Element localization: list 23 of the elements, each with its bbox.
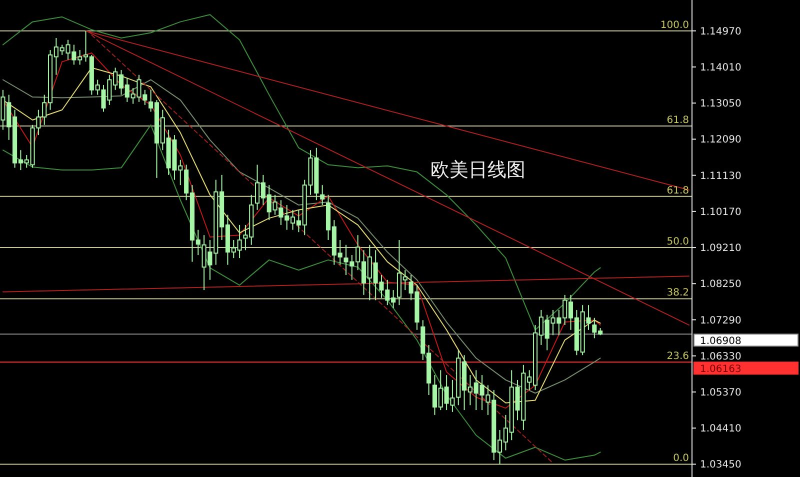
annotation: 50.0 (666, 236, 689, 248)
ref-line-label: 1.06908 (700, 336, 742, 348)
y-tick-label: 1.07290 (700, 315, 742, 326)
y-tick-label: 1.05370 (700, 387, 742, 398)
y-tick-label: 1.14970 (700, 26, 742, 38)
annotation: 0.0 (673, 453, 689, 464)
annotation: 100.0 (660, 20, 689, 31)
y-tick-label: 1.13050 (700, 98, 742, 110)
y-tick-label: 1.03450 (700, 460, 742, 471)
y-tick-label: 1.04410 (700, 424, 742, 435)
annotation: 38.2 (666, 288, 689, 299)
text: 欧美日线图 (430, 159, 526, 181)
annotation: 61.8 (666, 185, 689, 196)
y-tick-label: 1.08250 (700, 279, 742, 290)
y-tick-label: 1.12090 (700, 134, 742, 146)
y-tick-label: 1.10170 (700, 206, 742, 218)
y-tick-label: 1.11130 (700, 170, 742, 182)
ref-line-label: 1.06163 (700, 364, 742, 376)
annotation: 23.6 (666, 351, 689, 362)
y-tick-label: 1.06330 (700, 351, 742, 362)
y-tick-label: 1.09210 (700, 243, 742, 254)
y-tick-label: 1.14010 (700, 62, 742, 74)
annotation: 61.8 (666, 115, 689, 126)
